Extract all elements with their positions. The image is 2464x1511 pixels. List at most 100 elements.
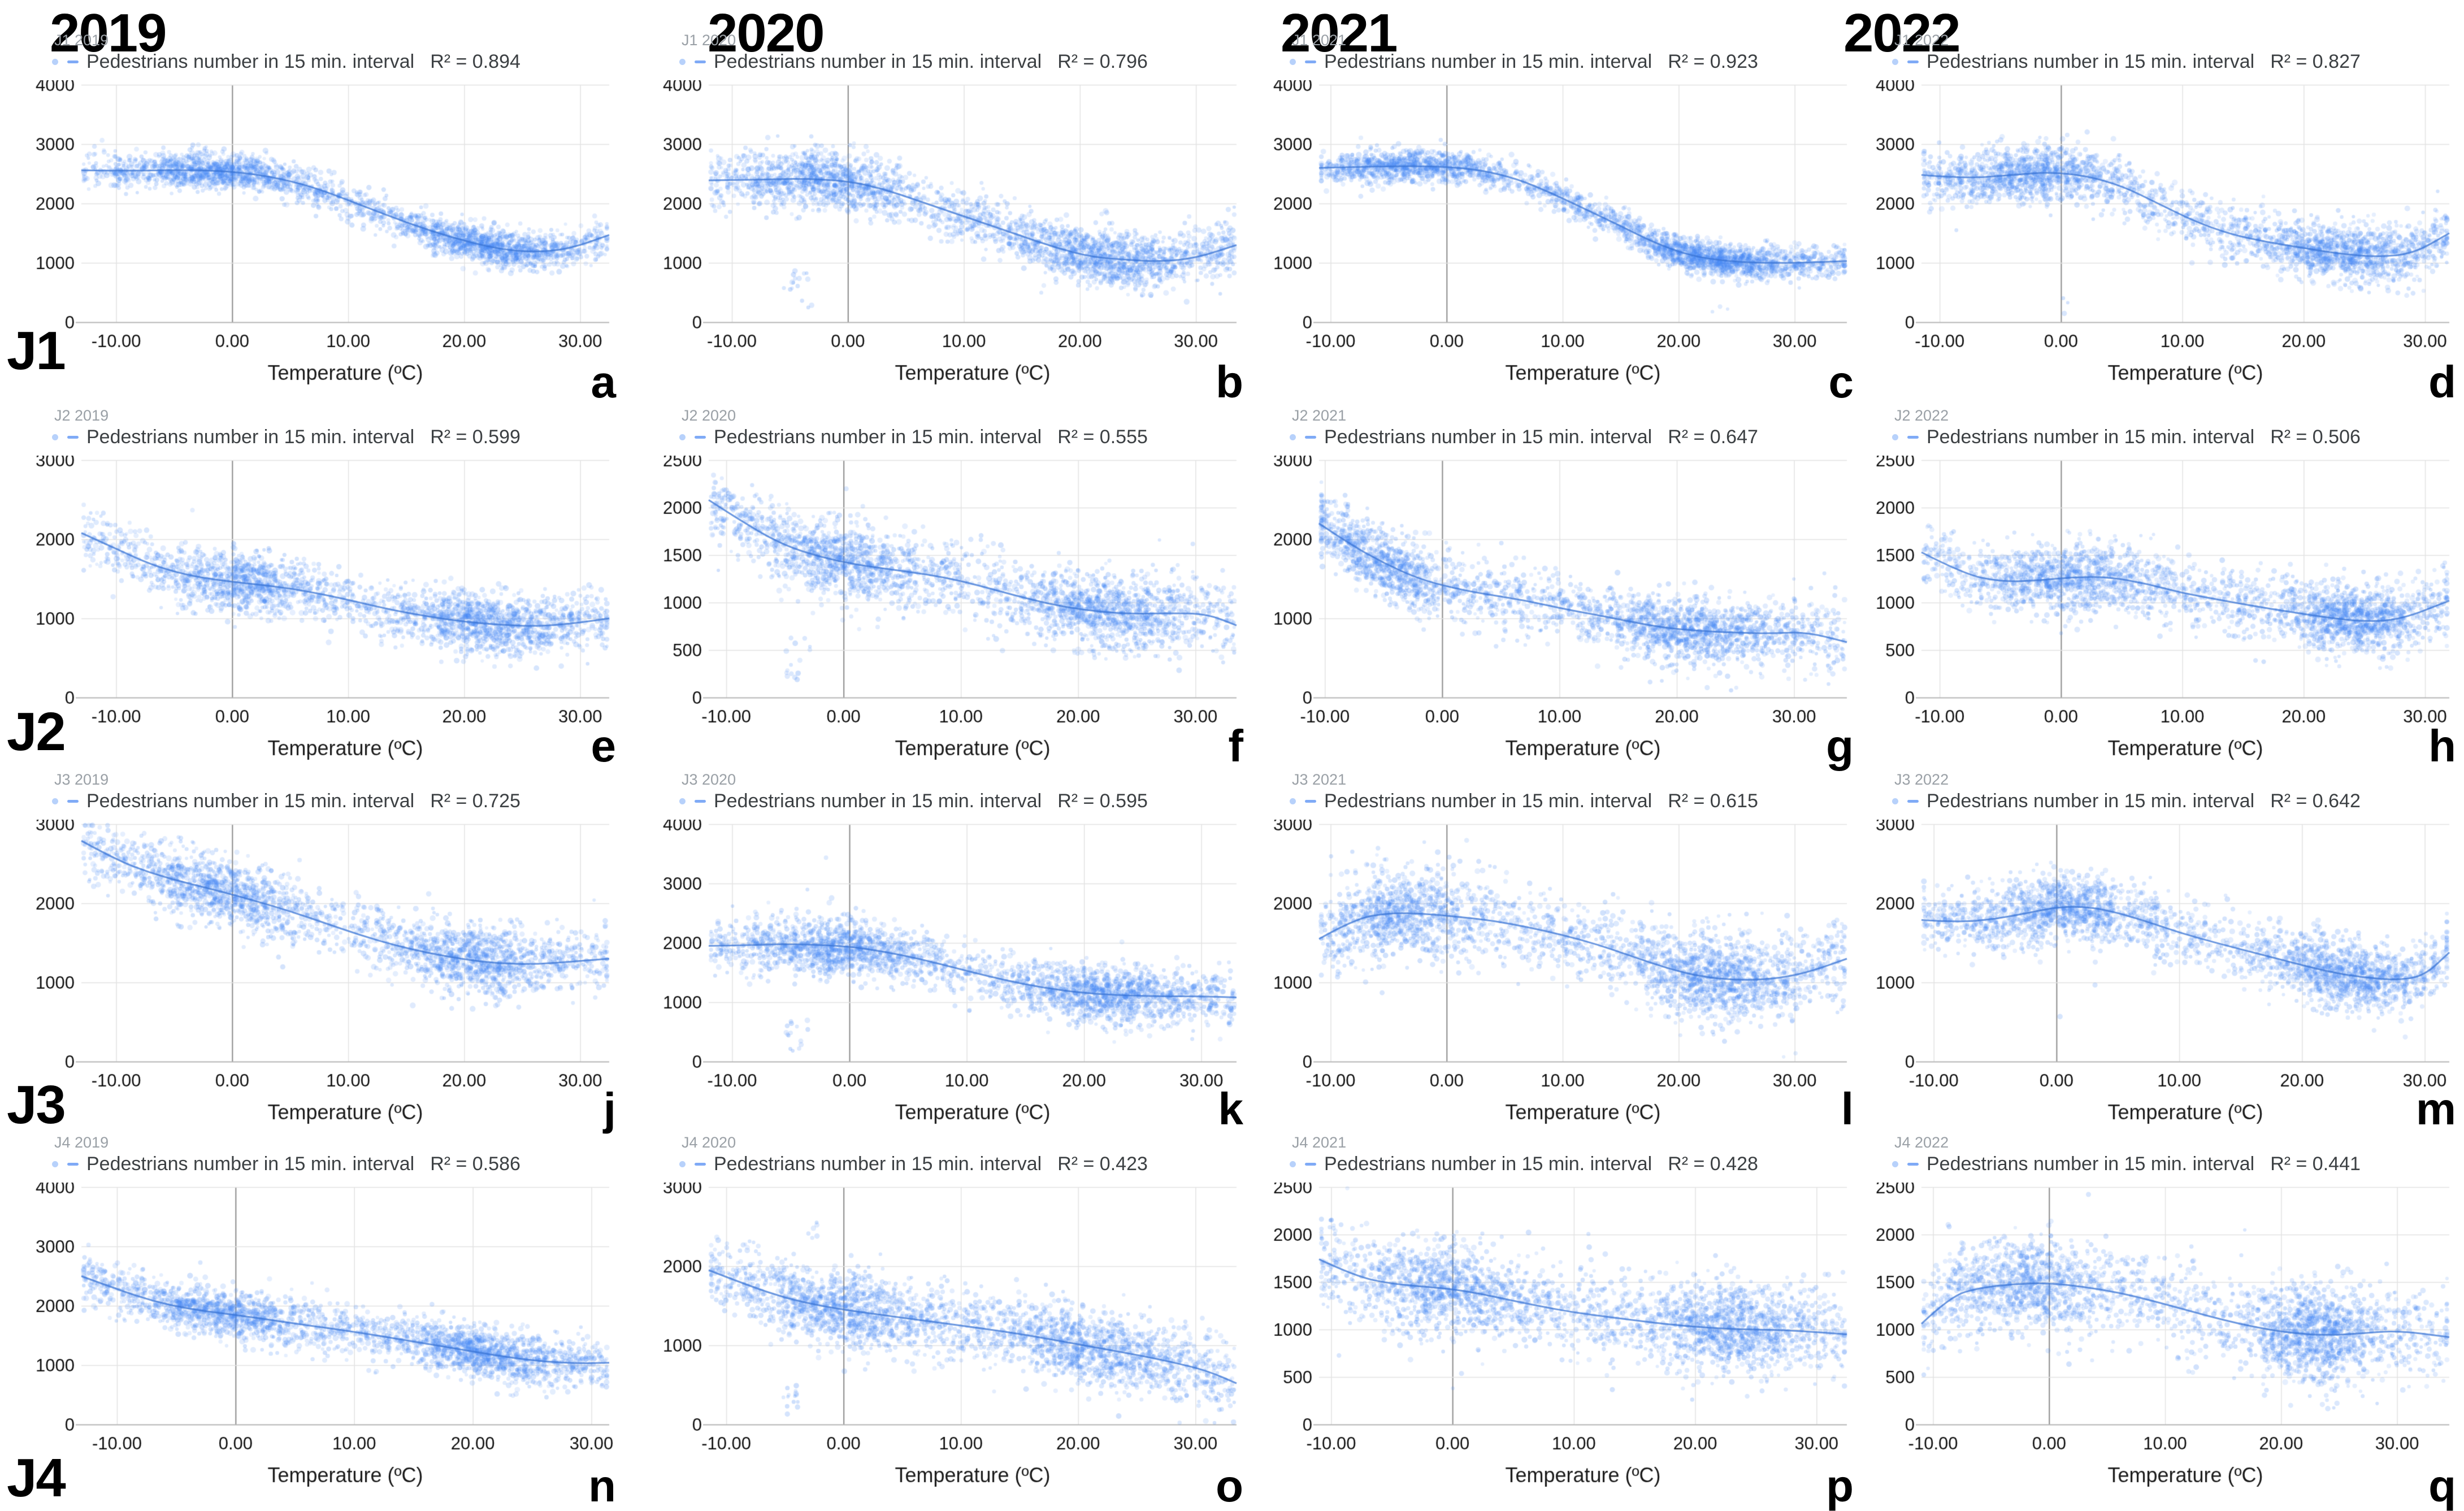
r-squared-value: R² = 0.725 — [430, 790, 520, 812]
legend-point-icon — [52, 798, 58, 804]
legend: Pedestrians number in 15 min. interval R… — [1892, 51, 2361, 73]
legend-point-icon — [1892, 434, 1898, 440]
legend-label: Pedestrians number in 15 min. interval — [1927, 790, 2255, 812]
panel-letter: o — [1216, 1461, 1243, 1511]
panel-letter: n — [588, 1461, 616, 1511]
scatter-canvas — [1864, 80, 2462, 391]
legend: Pedestrians number in 15 min. interval R… — [1290, 426, 1758, 448]
legend: Pedestrians number in 15 min. interval R… — [1290, 1153, 1758, 1175]
scatter-plot-J3-2021: J3 2021 Pedestrians number in 15 min. in… — [1261, 771, 1859, 1134]
plot-subtitle: J4 2019 — [54, 1134, 109, 1151]
scatter-canvas — [24, 820, 622, 1131]
legend-trendline-icon — [1305, 60, 1316, 63]
legend-trendline-icon — [1907, 436, 1919, 439]
r-squared-value: R² = 0.796 — [1057, 51, 1148, 72]
scatter-plot-J3-2020: J3 2020 Pedestrians number in 15 min. in… — [651, 771, 1249, 1134]
legend-point-icon — [679, 1161, 686, 1167]
panel-letter: m — [2415, 1084, 2456, 1134]
legend-trendline-icon — [67, 60, 79, 63]
scatter-plot-J3-2019: J3 2019 Pedestrians number in 15 min. in… — [24, 771, 622, 1134]
plot-subtitle: J2 2019 — [54, 407, 109, 424]
plot-subtitle: J4 2022 — [1894, 1134, 1949, 1151]
plot-subtitle: J1 2022 — [1894, 32, 1949, 49]
r-squared-value: R² = 0.428 — [1668, 1153, 1758, 1175]
legend-point-icon — [679, 798, 686, 804]
r-squared-value: R² = 0.423 — [1057, 1153, 1148, 1175]
scatter-canvas — [1261, 1183, 1859, 1493]
scatter-canvas — [24, 80, 622, 391]
panel-letter: b — [1216, 357, 1243, 407]
r-squared-value: R² = 0.555 — [1057, 426, 1148, 448]
scatter-canvas — [24, 456, 622, 767]
r-squared-value: R² = 0.595 — [1057, 790, 1148, 812]
legend-point-icon — [1290, 434, 1296, 440]
scatter-canvas — [24, 1183, 622, 1493]
legend: Pedestrians number in 15 min. interval R… — [679, 426, 1148, 448]
legend-label: Pedestrians number in 15 min. interval — [1324, 1153, 1652, 1175]
legend: Pedestrians number in 15 min. interval R… — [52, 790, 520, 812]
scatter-canvas — [1864, 1183, 2462, 1493]
legend-point-icon — [1290, 1161, 1296, 1167]
panel-letter: e — [591, 721, 617, 771]
legend-label: Pedestrians number in 15 min. interval — [1927, 1153, 2255, 1175]
scatter-plot-J4-2022: J4 2022 Pedestrians number in 15 min. in… — [1864, 1134, 2462, 1511]
plot-subtitle: J2 2022 — [1894, 407, 1949, 424]
plot-subtitle: J2 2021 — [1292, 407, 1347, 424]
legend-label: Pedestrians number in 15 min. interval — [86, 426, 415, 448]
legend: Pedestrians number in 15 min. interval R… — [52, 1153, 520, 1175]
r-squared-value: R² = 0.615 — [1668, 790, 1758, 812]
legend-trendline-icon — [67, 800, 79, 803]
scatter-plot-J1-2021: J1 2021 Pedestrians number in 15 min. in… — [1261, 32, 1859, 407]
r-squared-value: R² = 0.506 — [2270, 426, 2361, 448]
legend: Pedestrians number in 15 min. interval R… — [679, 1153, 1148, 1175]
legend-label: Pedestrians number in 15 min. interval — [86, 1153, 415, 1175]
legend-point-icon — [52, 1161, 58, 1167]
scatter-canvas — [1864, 820, 2462, 1131]
legend-trendline-icon — [1305, 1163, 1316, 1166]
plot-subtitle: J1 2021 — [1292, 32, 1347, 49]
scatter-canvas — [1261, 456, 1859, 767]
year-header-2019: 2019 — [50, 3, 167, 63]
plot-subtitle: J3 2020 — [682, 771, 736, 788]
legend-trendline-icon — [1907, 1163, 1919, 1166]
legend-label: Pedestrians number in 15 min. interval — [86, 51, 415, 72]
panel-letter: p — [1826, 1461, 1854, 1511]
scatter-plot-J4-2020: J4 2020 Pedestrians number in 15 min. in… — [651, 1134, 1249, 1511]
legend-trendline-icon — [1907, 800, 1919, 803]
scatter-canvas — [651, 456, 1249, 767]
legend: Pedestrians number in 15 min. interval R… — [52, 51, 520, 73]
legend-point-icon — [679, 434, 686, 440]
panel-letter: d — [2428, 357, 2456, 407]
panel-letter: j — [603, 1084, 616, 1134]
legend-label: Pedestrians number in 15 min. interval — [714, 51, 1042, 72]
plot-subtitle: J4 2021 — [1292, 1134, 1347, 1151]
scatter-plot-J1-2019: J1 2019 Pedestrians number in 15 min. in… — [24, 32, 622, 407]
legend-trendline-icon — [695, 800, 706, 803]
legend-label: Pedestrians number in 15 min. interval — [1324, 790, 1652, 812]
plot-subtitle: J2 2020 — [682, 407, 736, 424]
scatter-canvas — [1864, 456, 2462, 767]
scatter-canvas — [651, 80, 1249, 391]
panel-letter: q — [2428, 1461, 2456, 1511]
legend-label: Pedestrians number in 15 min. interval — [1324, 426, 1652, 448]
legend-trendline-icon — [695, 60, 706, 63]
legend: Pedestrians number in 15 min. interval R… — [52, 426, 520, 448]
plot-subtitle: J1 2020 — [682, 32, 736, 49]
plot-subtitle: J1 2019 — [54, 32, 109, 49]
year-header-2022: 2022 — [1843, 3, 1961, 63]
legend-label: Pedestrians number in 15 min. interval — [1927, 426, 2255, 448]
panel-letter: k — [1218, 1084, 1244, 1134]
r-squared-value: R² = 0.827 — [2270, 51, 2361, 72]
legend-point-icon — [1290, 798, 1296, 804]
legend: Pedestrians number in 15 min. interval R… — [1892, 790, 2361, 812]
legend-trendline-icon — [695, 1163, 706, 1166]
scatter-canvas — [651, 820, 1249, 1131]
legend-label: Pedestrians number in 15 min. interval — [714, 790, 1042, 812]
r-squared-value: R² = 0.642 — [2270, 790, 2361, 812]
scatter-canvas — [1261, 820, 1859, 1131]
legend-point-icon — [1892, 1161, 1898, 1167]
plot-subtitle: J4 2020 — [682, 1134, 736, 1151]
scatter-plot-J3-2022: J3 2022 Pedestrians number in 15 min. in… — [1864, 771, 2462, 1134]
scatter-canvas — [1261, 80, 1859, 391]
